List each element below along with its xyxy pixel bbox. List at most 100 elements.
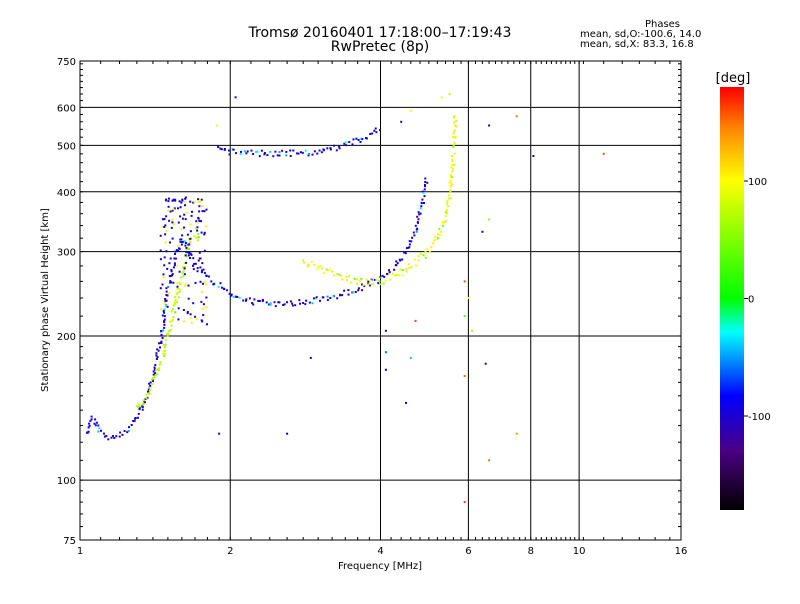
data-point [448, 194, 451, 197]
data-point [433, 235, 436, 238]
data-point [253, 298, 256, 301]
data-point [170, 281, 173, 284]
data-point [194, 227, 197, 230]
data-point [162, 276, 165, 279]
data-point [176, 291, 179, 294]
data-point [488, 218, 491, 221]
data-point [156, 367, 159, 370]
data-point [258, 300, 261, 302]
data-point [440, 96, 443, 99]
data-point [187, 254, 190, 257]
data-point [95, 421, 98, 424]
data-point [238, 296, 241, 299]
data-point [167, 332, 170, 335]
data-point [343, 289, 346, 292]
data-point [432, 242, 435, 245]
data-point [197, 233, 199, 236]
data-point [195, 220, 198, 223]
data-point [187, 297, 190, 300]
data-point [413, 258, 416, 261]
data-point [205, 283, 208, 286]
data-point [309, 356, 312, 359]
data-point [202, 314, 205, 316]
data-point [86, 431, 89, 434]
data-point [183, 213, 186, 216]
data-point [196, 226, 199, 229]
chart-subtitle: RwPretec (8p) [330, 39, 430, 55]
data-point [481, 230, 484, 233]
data-point [118, 435, 121, 438]
data-point [153, 376, 156, 379]
data-point [174, 253, 176, 255]
data-point [159, 258, 162, 261]
data-point [373, 278, 376, 281]
data-point [360, 277, 363, 280]
data-point [197, 217, 200, 220]
data-point [405, 270, 408, 273]
data-point [201, 307, 204, 310]
data-point [422, 254, 425, 257]
data-point [163, 344, 166, 346]
data-point [413, 234, 416, 237]
data-point [266, 154, 269, 157]
data-point [194, 262, 197, 265]
data-point [416, 215, 419, 218]
data-point [411, 236, 414, 239]
data-point [278, 154, 281, 157]
data-point [199, 280, 202, 283]
data-point [160, 342, 163, 344]
data-point [420, 202, 423, 205]
data-point [155, 369, 158, 372]
data-point [179, 238, 182, 241]
data-point [192, 268, 195, 271]
data-point [163, 256, 166, 259]
data-point [445, 209, 448, 212]
data-point [423, 188, 426, 191]
data-point [192, 302, 195, 305]
data-point [178, 281, 181, 284]
data-point [145, 397, 148, 399]
data-point [467, 297, 470, 299]
data-point [438, 233, 441, 236]
data-point [184, 244, 187, 247]
data-point [453, 129, 456, 132]
data-point [165, 250, 168, 253]
data-point [187, 238, 190, 241]
data-point [382, 282, 385, 285]
data-point [453, 141, 456, 144]
data-point [161, 283, 164, 286]
data-point [414, 319, 417, 322]
data-point [225, 289, 228, 292]
data-point [217, 285, 220, 288]
data-point [127, 430, 130, 432]
data-point [320, 151, 323, 154]
data-point [173, 301, 176, 304]
data-point [202, 268, 205, 271]
data-point [296, 152, 298, 155]
x-tick-label: 16 [675, 546, 688, 557]
data-point [173, 262, 176, 265]
data-point [170, 319, 173, 322]
data-point [89, 419, 92, 422]
data-point [319, 299, 321, 302]
data-point [187, 248, 190, 250]
data-point [174, 199, 177, 202]
data-point [321, 267, 324, 270]
data-point [383, 275, 386, 278]
data-point [375, 131, 378, 134]
data-point [189, 223, 192, 226]
data-point [202, 303, 205, 306]
data-point [391, 272, 394, 275]
data-point [449, 185, 452, 188]
data-point [365, 137, 368, 140]
data-point [357, 139, 360, 141]
data-point [202, 282, 204, 285]
data-point [174, 298, 177, 301]
grid-lines [80, 61, 681, 540]
data-point [393, 268, 396, 271]
data-point [186, 310, 189, 313]
data-point [172, 281, 175, 284]
data-point [182, 271, 185, 273]
data-point [313, 297, 315, 300]
